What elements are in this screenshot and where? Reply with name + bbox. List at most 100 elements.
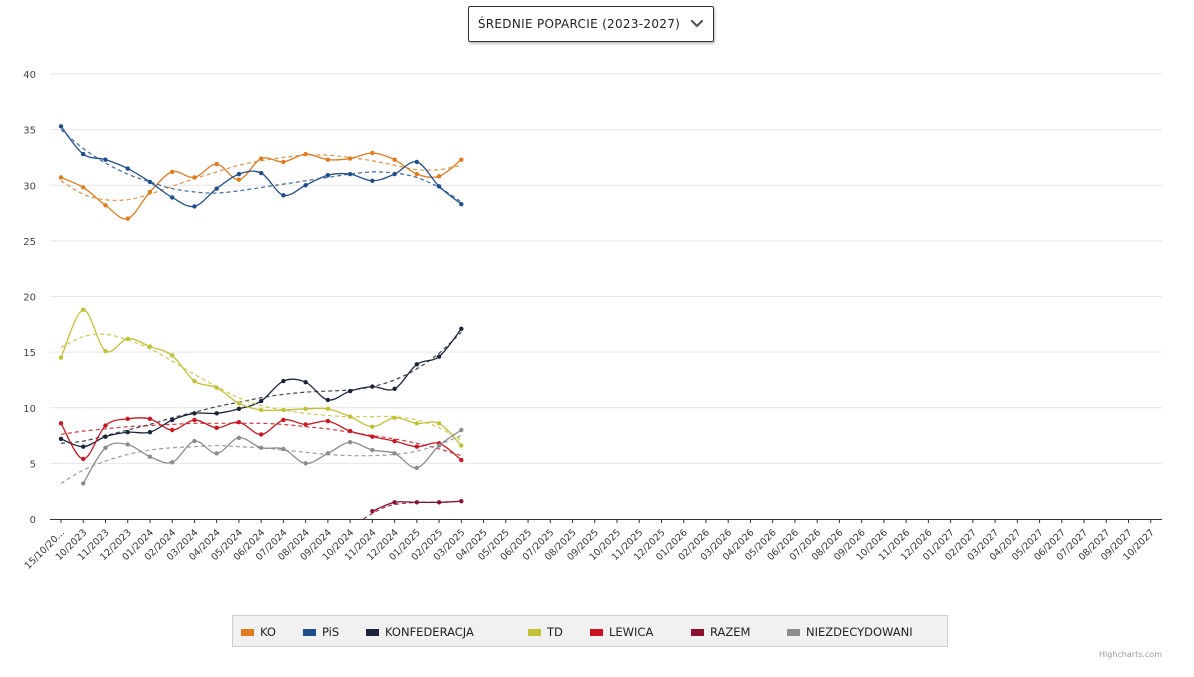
data-point[interactable] (81, 481, 86, 486)
data-point[interactable] (281, 193, 286, 198)
data-point[interactable] (370, 424, 375, 429)
data-point[interactable] (58, 421, 64, 426)
data-point[interactable] (192, 175, 197, 180)
data-point[interactable] (281, 159, 286, 165)
legend-item-pis[interactable]: PiS (303, 616, 339, 648)
data-point[interactable] (303, 406, 308, 412)
data-point[interactable] (459, 457, 464, 463)
data-point[interactable] (192, 438, 197, 444)
data-point[interactable] (236, 435, 242, 440)
data-point[interactable] (325, 397, 331, 403)
data-point[interactable] (459, 443, 464, 448)
data-point[interactable] (303, 151, 308, 157)
data-point[interactable] (281, 446, 286, 452)
data-point[interactable] (436, 354, 442, 359)
data-point[interactable] (214, 425, 219, 430)
data-point[interactable] (325, 157, 331, 162)
data-point[interactable] (370, 384, 375, 389)
data-point[interactable] (436, 443, 442, 448)
legend-item-niezdecydowani[interactable]: NIEZDECYDOWANI (787, 616, 913, 648)
data-point[interactable] (214, 451, 219, 456)
data-point[interactable] (459, 201, 464, 207)
data-point[interactable] (147, 344, 153, 349)
data-point[interactable] (103, 434, 108, 439)
data-point[interactable] (214, 411, 219, 416)
data-point[interactable] (414, 159, 420, 165)
data-point[interactable] (325, 173, 331, 178)
data-point[interactable] (81, 444, 86, 449)
data-point[interactable] (214, 385, 219, 390)
data-point[interactable] (370, 434, 375, 439)
data-point[interactable] (236, 401, 242, 406)
data-point[interactable] (459, 326, 464, 331)
data-point[interactable] (147, 430, 153, 435)
data-point[interactable] (392, 157, 397, 162)
data-point[interactable] (170, 353, 175, 358)
data-point[interactable] (125, 442, 130, 447)
legend-item-razem[interactable]: RAZEM (691, 616, 750, 648)
data-point[interactable] (170, 169, 175, 175)
data-point[interactable] (347, 440, 353, 445)
data-point[interactable] (436, 500, 442, 505)
data-point[interactable] (258, 398, 264, 404)
data-point[interactable] (392, 386, 397, 392)
data-point[interactable] (392, 438, 397, 444)
data-point[interactable] (258, 170, 264, 176)
data-point[interactable] (370, 178, 375, 183)
legend-item-td[interactable]: TD (528, 616, 563, 648)
data-point[interactable] (236, 177, 242, 182)
data-point[interactable] (459, 157, 464, 162)
data-point[interactable] (325, 406, 331, 412)
data-point[interactable] (258, 445, 264, 450)
data-point[interactable] (192, 204, 197, 209)
data-point[interactable] (170, 417, 175, 423)
data-point[interactable] (147, 179, 153, 185)
data-point[interactable] (125, 336, 130, 341)
data-point[interactable] (147, 416, 153, 422)
data-point[interactable] (459, 499, 464, 504)
legend-item-ko[interactable]: KO (241, 616, 276, 648)
data-point[interactable] (303, 379, 308, 385)
data-point[interactable] (414, 500, 420, 505)
data-point[interactable] (414, 444, 420, 449)
data-point[interactable] (147, 454, 153, 459)
data-point[interactable] (392, 500, 397, 505)
data-point[interactable] (347, 171, 353, 177)
data-point[interactable] (103, 157, 108, 162)
data-point[interactable] (392, 451, 397, 456)
data-point[interactable] (303, 183, 308, 188)
data-point[interactable] (370, 150, 375, 156)
data-point[interactable] (414, 421, 420, 426)
data-point[interactable] (436, 184, 442, 189)
data-point[interactable] (170, 460, 175, 465)
data-point[interactable] (370, 447, 375, 453)
data-point[interactable] (414, 171, 420, 177)
data-point[interactable] (325, 451, 331, 456)
data-point[interactable] (192, 378, 197, 384)
data-point[interactable] (214, 161, 219, 167)
data-point[interactable] (214, 186, 219, 191)
data-point[interactable] (392, 415, 397, 420)
data-point[interactable] (125, 430, 130, 435)
data-point[interactable] (392, 171, 397, 177)
data-point[interactable] (58, 175, 64, 180)
data-point[interactable] (81, 185, 86, 190)
legend-item-konfederacja[interactable]: KONFEDERACJA (366, 616, 474, 648)
data-point[interactable] (281, 378, 286, 384)
data-point[interactable] (436, 174, 442, 179)
data-point[interactable] (103, 348, 108, 354)
data-point[interactable] (370, 509, 375, 514)
data-point[interactable] (58, 355, 64, 360)
data-point[interactable] (170, 427, 175, 433)
data-point[interactable] (347, 428, 353, 434)
data-point[interactable] (81, 307, 86, 313)
data-point[interactable] (192, 411, 197, 416)
data-point[interactable] (347, 414, 353, 419)
data-point[interactable] (81, 151, 86, 157)
data-point[interactable] (103, 423, 108, 428)
data-point[interactable] (125, 216, 130, 221)
data-point[interactable] (103, 445, 108, 450)
data-point[interactable] (258, 432, 264, 437)
data-point[interactable] (192, 417, 197, 423)
data-point[interactable] (147, 189, 153, 195)
